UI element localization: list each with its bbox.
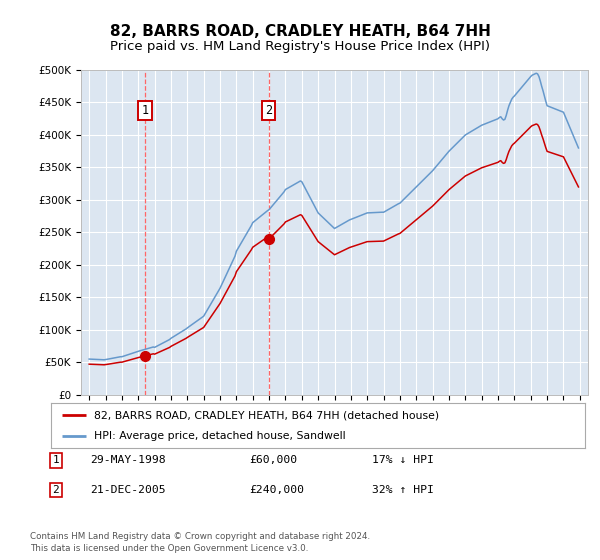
Text: Price paid vs. HM Land Registry's House Price Index (HPI): Price paid vs. HM Land Registry's House … bbox=[110, 40, 490, 53]
Text: 32% ↑ HPI: 32% ↑ HPI bbox=[372, 485, 434, 495]
Text: 2: 2 bbox=[52, 485, 59, 495]
Text: 82, BARRS ROAD, CRADLEY HEATH, B64 7HH: 82, BARRS ROAD, CRADLEY HEATH, B64 7HH bbox=[110, 24, 490, 39]
Text: 1: 1 bbox=[52, 455, 59, 465]
Text: 82, BARRS ROAD, CRADLEY HEATH, B64 7HH (detached house): 82, BARRS ROAD, CRADLEY HEATH, B64 7HH (… bbox=[94, 410, 439, 421]
Text: £240,000: £240,000 bbox=[249, 485, 304, 495]
Text: 17% ↓ HPI: 17% ↓ HPI bbox=[372, 455, 434, 465]
Text: Contains HM Land Registry data © Crown copyright and database right 2024.
This d: Contains HM Land Registry data © Crown c… bbox=[30, 532, 370, 553]
Text: 29-MAY-1998: 29-MAY-1998 bbox=[90, 455, 166, 465]
Text: 1: 1 bbox=[142, 104, 149, 117]
Text: 2: 2 bbox=[265, 104, 272, 117]
Text: £60,000: £60,000 bbox=[249, 455, 297, 465]
Text: HPI: Average price, detached house, Sandwell: HPI: Average price, detached house, Sand… bbox=[94, 431, 346, 441]
Text: 21-DEC-2005: 21-DEC-2005 bbox=[90, 485, 166, 495]
